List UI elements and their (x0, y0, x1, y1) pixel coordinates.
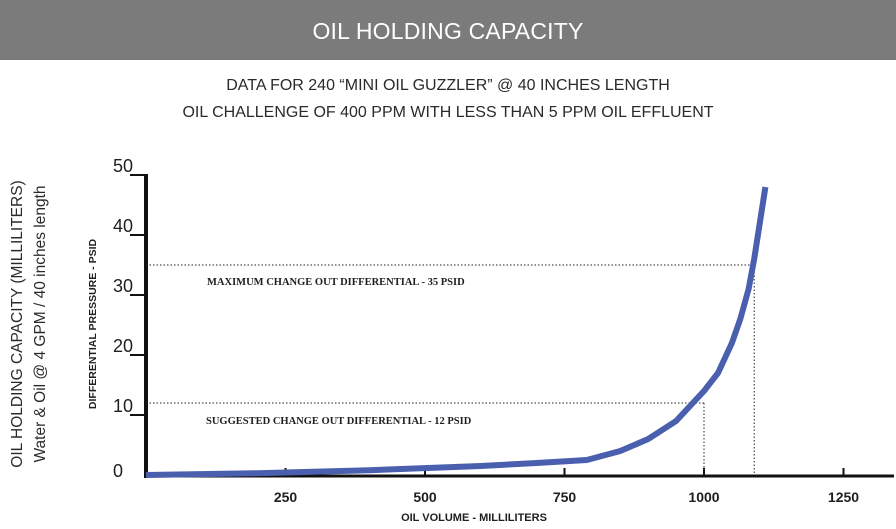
y-tick-label: 0 (113, 461, 123, 481)
x-tick-label: 250 (274, 489, 298, 505)
y-tick-label: 40 (113, 216, 133, 236)
x-tick-label: 500 (413, 489, 437, 505)
title-banner (0, 0, 896, 60)
y-tick-label: 10 (113, 396, 133, 416)
y-axis-title: DIFFERENTIAL PRESSURE - PSID (87, 239, 99, 410)
reference-lines: MAXIMUM CHANGE OUT DIFFERENTIAL - 35 PSI… (146, 264, 755, 475)
chart-series (145, 186, 769, 478)
x-tick-label: 1000 (688, 489, 719, 505)
reference-annotation: SUGGESTED CHANGE OUT DIFFERENTIAL - 12 P… (206, 416, 472, 427)
x-tick-label: 750 (553, 489, 577, 505)
data-series-line (145, 186, 769, 478)
outer-y-axis-title-line-2: Water & Oil @ 4 GPM / 40 inches length (32, 185, 49, 462)
x-tick-label: 1250 (828, 489, 859, 505)
x-axis-title: OIL VOLUME - MILLILITERS (401, 512, 547, 524)
subtitle-line-2: OIL CHALLENGE OF 400 PPM WITH LESS THAN … (182, 104, 714, 121)
y-tick-label: 20 (113, 336, 133, 356)
axis-titles: OIL HOLDING CAPACITY (MILLILITERS) Water … (9, 180, 547, 524)
y-tick-label: 50 (113, 156, 133, 176)
reference-annotation: MAXIMUM CHANGE OUT DIFFERENTIAL - 35 PSI… (207, 277, 465, 288)
chart-axes (130, 174, 894, 478)
y-tick-label: 30 (113, 276, 133, 296)
page-title: OIL HOLDING CAPACITY (312, 18, 584, 44)
tick-labels: 0 10 20 30 40 50 250 500 750 1000 1250 (113, 156, 859, 505)
outer-y-axis-title-line-1: OIL HOLDING CAPACITY (MILLILITERS) (9, 180, 26, 467)
subtitle-line-1: DATA FOR 240 “MINI OIL GUZZLER” @ 40 INC… (226, 77, 670, 94)
